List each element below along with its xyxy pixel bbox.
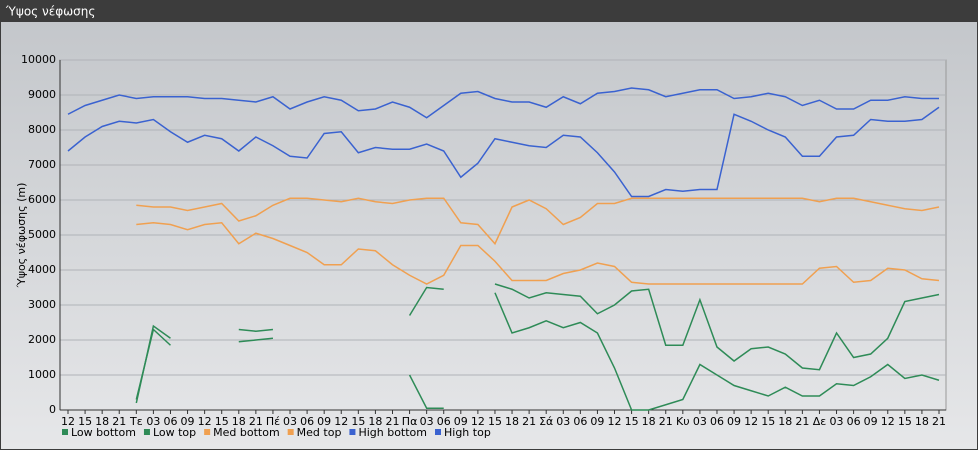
x-tick-label: 12 [471, 415, 485, 428]
legend-swatch [204, 429, 211, 435]
series-line [136, 221, 940, 285]
x-tick-label: 18 [95, 415, 109, 428]
x-tick-label: 18 [368, 415, 382, 428]
x-tick-label: 12 [198, 415, 212, 428]
x-tick-label: 12 [608, 415, 622, 428]
y-tick-label: 7000 [28, 158, 56, 171]
y-axis-label: Ύψος νέφωσης (m) [15, 183, 28, 289]
x-tick-label: 21 [932, 415, 946, 428]
x-tick-label: 15 [625, 415, 639, 428]
x-tick-label: 09 [181, 415, 195, 428]
x-tick-label: 06 [300, 415, 314, 428]
x-tick-label: 15 [898, 415, 912, 428]
y-tick-label: 4000 [28, 263, 56, 276]
x-tick-label: 03 [693, 415, 707, 428]
x-tick-label: 15 [351, 415, 365, 428]
x-tick-label: 09 [317, 415, 331, 428]
x-tick-label: 12 [334, 415, 348, 428]
x-tick-label: Πέ [266, 415, 280, 428]
x-tick-label: 06 [573, 415, 587, 428]
x-tick-label: 03 [283, 415, 297, 428]
y-tick-label: 0 [49, 403, 56, 416]
x-tick-label: Τε [129, 415, 143, 428]
y-tick-label: 6000 [28, 193, 56, 206]
x-tick-label: Κυ [676, 415, 690, 428]
x-tick-label: Δε [813, 415, 827, 428]
series-line [67, 87, 939, 119]
x-tick-label: 03 [420, 415, 434, 428]
y-tick-label: 2000 [28, 333, 56, 346]
x-tick-label: 18 [642, 415, 656, 428]
x-tick-label: 21 [112, 415, 126, 428]
x-tick-label: 03 [830, 415, 844, 428]
legend-swatch [435, 429, 441, 435]
x-tick-label: 21 [795, 415, 809, 428]
legend-label: Low top [153, 426, 196, 439]
x-tick-label: 09 [727, 415, 741, 428]
series-line [67, 106, 940, 198]
legend-label: High bottom [358, 426, 427, 439]
legend-label: Med top [297, 426, 342, 439]
x-tick-label: 15 [761, 415, 775, 428]
legend-label: High top [444, 426, 491, 439]
x-tick-label: 18 [505, 415, 519, 428]
x-tick-label: 18 [232, 415, 246, 428]
x-tick-label: 18 [915, 415, 929, 428]
x-tick-label: 21 [659, 415, 673, 428]
x-tick-label: 15 [488, 415, 502, 428]
legend-label: Low bottom [71, 426, 136, 439]
window-title: Ύψος νέφωσης [5, 5, 95, 19]
x-tick-label: 06 [710, 415, 724, 428]
legend-swatch [349, 429, 356, 435]
x-tick-label: 18 [778, 415, 792, 428]
x-tick-label: 06 [163, 415, 177, 428]
legend-swatch [62, 429, 68, 435]
y-tick-label: 1000 [28, 368, 56, 381]
y-tick-label: 9000 [28, 88, 56, 101]
legend-label: Med bottom [213, 426, 280, 439]
y-tick-label: 3000 [28, 298, 56, 311]
series-line [136, 197, 940, 246]
x-tick-label: 09 [454, 415, 468, 428]
x-tick-label: 21 [249, 415, 263, 428]
series-line [135, 292, 940, 411]
x-tick-label: Πα [402, 415, 418, 428]
x-tick-label: 03 [146, 415, 160, 428]
legend-swatch [287, 429, 294, 435]
x-tick-label: 15 [78, 415, 92, 428]
y-tick-label: 5000 [28, 228, 56, 241]
x-tick-label: 12 [744, 415, 758, 428]
x-tick-label: 03 [556, 415, 570, 428]
x-tick-label: 21 [385, 415, 399, 428]
y-tick-label: 10000 [21, 53, 56, 66]
x-tick-label: 06 [437, 415, 451, 428]
x-tick-label: 06 [847, 415, 861, 428]
series-line [135, 283, 940, 404]
x-tick-label: Σά [539, 415, 553, 428]
legend-swatch [143, 429, 150, 435]
x-tick-label: 09 [590, 415, 604, 428]
x-tick-label: 21 [522, 415, 536, 428]
x-tick-label: 15 [215, 415, 229, 428]
x-tick-label: 12 [881, 415, 895, 428]
x-tick-label: 12 [61, 415, 75, 428]
x-tick-label: 09 [864, 415, 878, 428]
y-tick-label: 8000 [28, 123, 56, 136]
